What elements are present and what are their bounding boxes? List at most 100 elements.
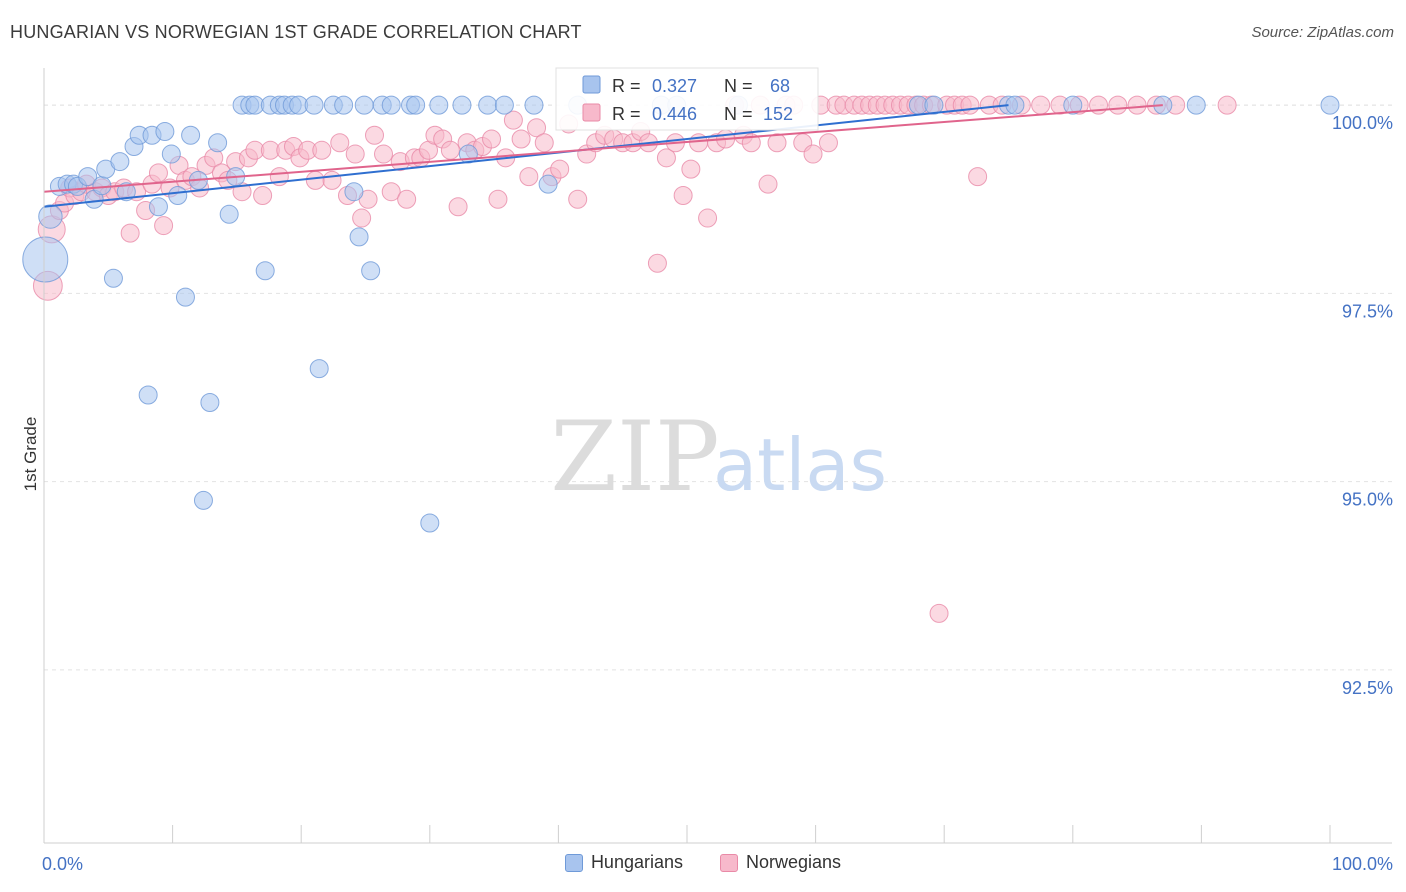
stats-legend: R = 0.327 N = 68 R = 0.446 N = 152 [555,67,819,131]
norwegian-point [120,223,140,243]
legend-label-hungarians: Hungarians [590,852,683,872]
hungarian-point [538,174,558,194]
norwegian-point [352,208,372,228]
norwegian-point [253,185,273,205]
norwegian-point [397,189,417,209]
hungarian-trendline [43,104,1009,208]
norwegian-point [673,185,693,205]
norwegian-point [448,197,468,217]
hungarian-point [458,144,478,164]
hungarian-point [309,359,329,379]
norwegian-point [381,182,401,202]
hungarian-point [92,176,112,196]
norwegian-point [440,140,460,160]
hungarian-point [148,197,168,217]
hungarian-point [924,95,944,115]
hungarian-point [429,95,449,115]
x-tick-label: 100.0% [1332,854,1393,874]
x-tick-label: 0.0% [42,854,83,874]
legend-label-norwegians: Norwegians [746,852,842,872]
axis-layer: 100.0% 97.5% 95.0% 92.5% 0.0% 100.0% 1st Grade [21,68,1393,874]
legend-item-norwegians[interactable]: Norwegians [720,852,841,873]
hungarian-point [200,393,220,413]
hungarian-point [161,144,181,164]
norwegian-point [330,133,350,153]
norwegian-point [929,603,949,623]
hungarian-point [478,95,498,115]
norwegian-point [647,253,667,273]
hungarian-point [344,182,364,202]
hungarian-point [155,121,175,141]
hungarian-point [1186,95,1206,115]
chart-title: HUNGARIAN VS NORWEGIAN 1ST GRADE CORRELA… [10,22,582,42]
norwegian-point [1108,95,1128,115]
hungarian-point [349,227,369,247]
hungarian-point [304,95,324,115]
hungarian-point [1005,95,1025,115]
hungarian-point [406,95,426,115]
hungarian-point [381,95,401,115]
y-tick-label: 97.5% [1342,301,1393,321]
norwegian-point [960,95,980,115]
hungarian-point [420,513,440,533]
hungarian-point [78,167,98,187]
norwegian-point [568,189,588,209]
stats-r-value-hungarians: 0.327 [652,76,697,96]
norwegian-point [312,140,332,160]
hungarian-point [38,204,63,229]
norwegian-point [767,133,787,153]
hungarian-point [103,268,123,288]
norwegian-point [656,148,676,168]
norwegian-point [305,170,325,190]
norwegian-point [1127,95,1147,115]
norwegian-point [345,144,365,164]
hungarian-point [255,261,275,281]
stats-n-label-hungarians: N = [724,76,753,96]
norwegian-point [503,110,523,130]
norwegian-point [488,189,508,209]
watermark: ZIP atlas [550,401,887,513]
norwegian-point [818,133,838,153]
hungarian-point [193,490,213,510]
watermark-atlas: atlas [713,423,887,507]
trend-layer [43,104,1163,208]
hungarian-point [361,261,381,281]
legend-swatch-norwegians [720,853,739,872]
norwegian-trendline [43,104,1163,193]
hungarian-point [208,133,228,153]
hungarian-point [219,204,239,224]
norwegian-point [148,163,168,183]
hungarian-point [524,95,544,115]
stats-n-value-norwegians: 152 [763,104,793,124]
norwegian-point [511,129,531,149]
norwegian-point [374,144,394,164]
bottom-legend: Hungarians Norwegians [0,852,1406,877]
stats-swatch-hungarians [582,75,601,94]
norwegian-point [322,170,342,190]
watermark-zip: ZIP [550,401,719,513]
y-tick-label: 92.5% [1342,678,1393,698]
stats-swatch-norwegians [582,103,601,122]
hungarian-point [181,125,201,145]
stats-r-value-norwegians: 0.446 [652,104,697,124]
stats-r-label-norwegians: R = [612,104,641,124]
norwegian-point [365,125,385,145]
norwegian-point [154,216,174,236]
points-layer [22,95,1340,623]
norwegian-point [698,208,718,228]
norwegian-point [527,118,547,138]
norwegian-point [681,159,701,179]
source-label: Source: ZipAtlas.com [1251,24,1394,41]
legend-swatch-hungarians [564,853,583,872]
legend-item-hungarians[interactable]: Hungarians [564,852,683,873]
y-tick-label: 100.0% [1332,113,1393,133]
stats-n-value-hungarians: 68 [770,76,790,96]
hungarian-point [354,95,374,115]
hungarian-point [334,95,354,115]
hungarian-point [168,185,188,205]
stats-r-label-hungarians: R = [612,76,641,96]
norwegian-point [1031,95,1051,115]
hungarian-point [175,287,195,307]
norwegian-point [1217,95,1237,115]
hungarian-point [494,95,514,115]
